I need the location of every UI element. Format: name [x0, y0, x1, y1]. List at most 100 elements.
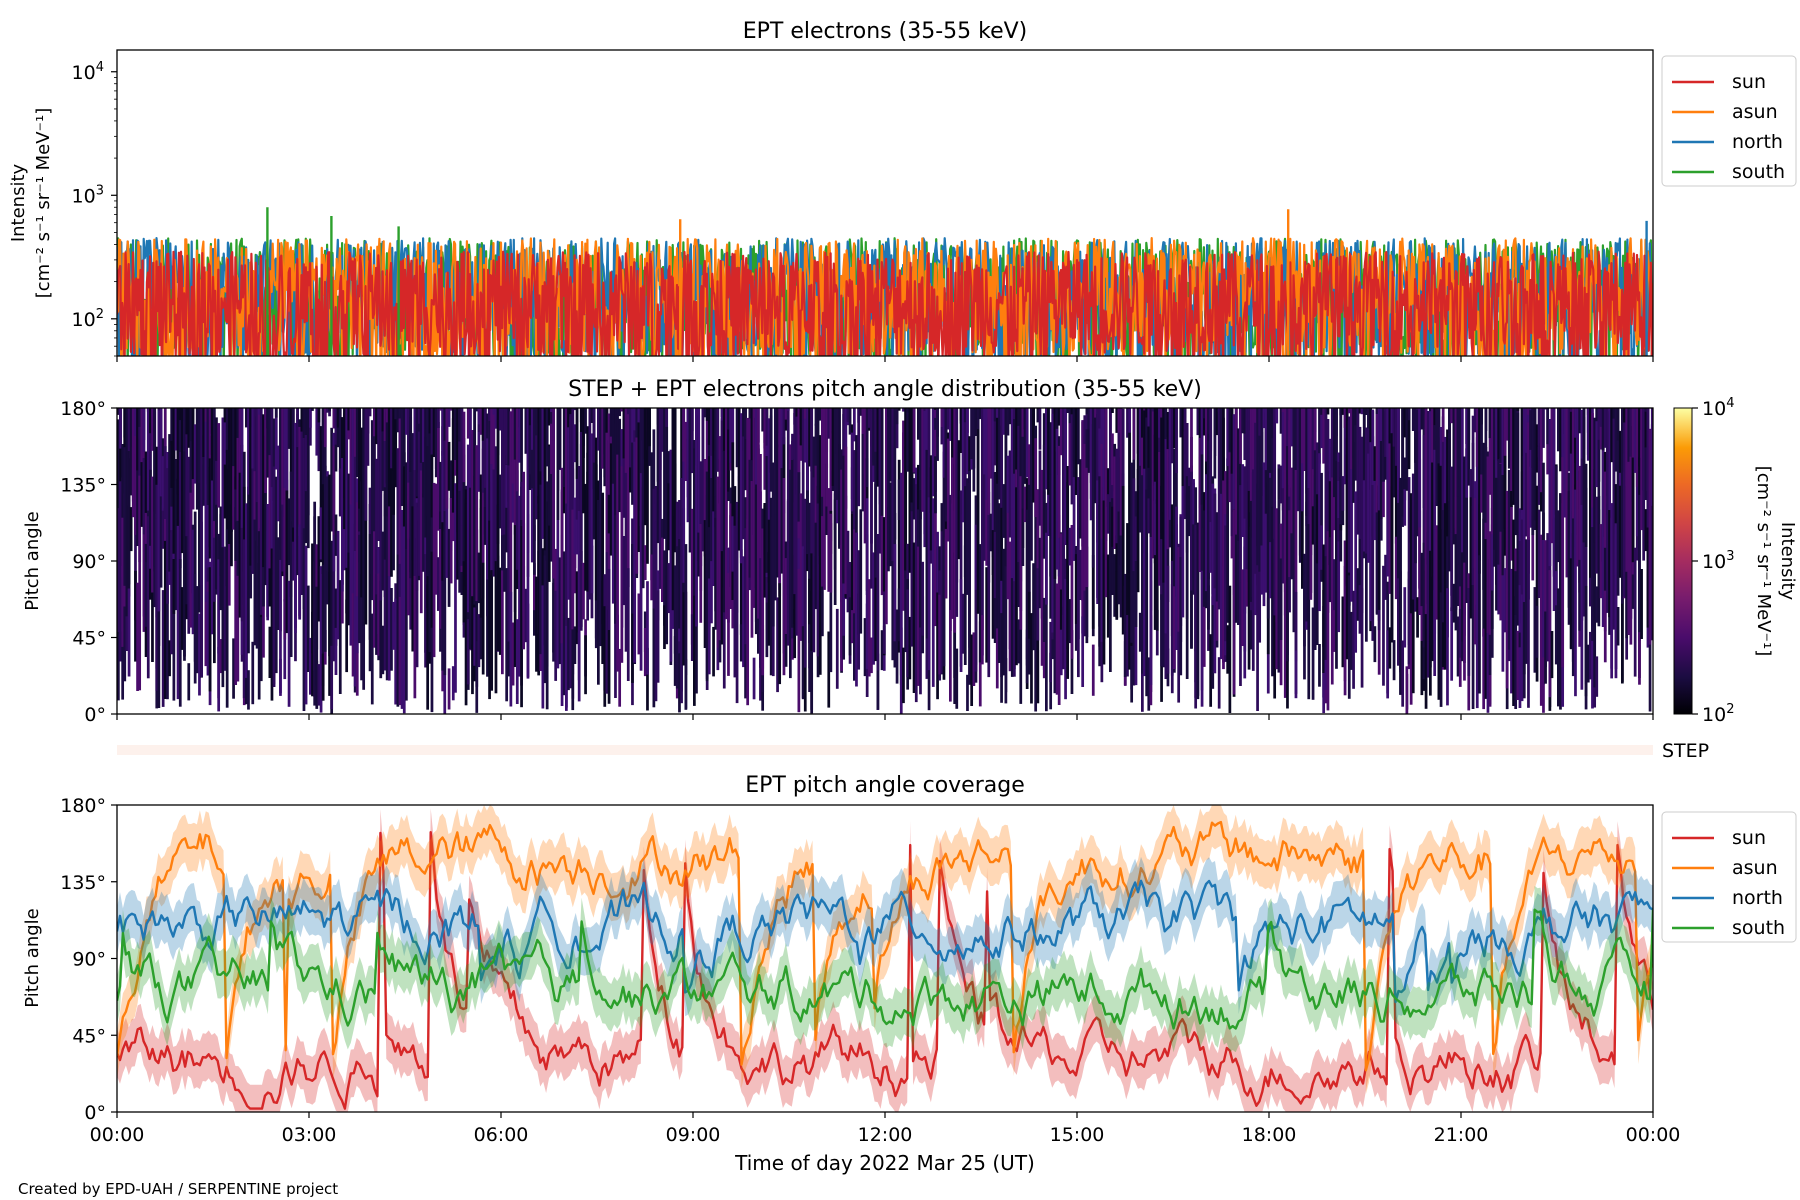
- pad-cell: [274, 408, 278, 470]
- pad-cell: [1091, 408, 1095, 568]
- pad-cell: [466, 408, 470, 439]
- pad-cell: [571, 629, 575, 711]
- pad-cell: [1397, 542, 1400, 666]
- pad-cell: [857, 550, 861, 670]
- pad-cell: [1422, 642, 1426, 679]
- pad-cell: [1138, 465, 1142, 533]
- y-tick-label: 103: [72, 183, 104, 207]
- pad-cell: [955, 560, 959, 617]
- pad-cell: [1173, 408, 1176, 449]
- pad-cell: [151, 408, 154, 451]
- colorbar-label-line1: Intensity: [1777, 522, 1798, 601]
- pad-cell: [1057, 445, 1061, 538]
- pad-cell: [867, 408, 871, 428]
- pad-cell: [1286, 408, 1289, 477]
- pad-cell: [1079, 459, 1082, 539]
- pad-cell: [1373, 480, 1377, 541]
- pad-cell: [1307, 503, 1311, 700]
- pad-cell: [509, 411, 513, 630]
- pad-cell: [1320, 525, 1323, 570]
- pad-cell: [136, 408, 139, 546]
- step-coverage-band: [117, 745, 1653, 755]
- pad-cell: [643, 545, 647, 580]
- pad-cell: [1403, 408, 1407, 438]
- pad-cell: [838, 444, 841, 549]
- pad-cell: [1247, 490, 1251, 670]
- pad-cell: [266, 504, 270, 621]
- pad-cell: [861, 428, 865, 505]
- pad-cell: [895, 609, 899, 684]
- pad-cell: [571, 509, 575, 699]
- pad-cell: [603, 408, 607, 487]
- pad-cell: [567, 617, 570, 691]
- pad-cell: [1482, 442, 1486, 637]
- pad-cell: [641, 408, 645, 562]
- pad-cell: [590, 433, 594, 594]
- pad-cell: [1367, 408, 1370, 429]
- pad-cell: [159, 483, 163, 588]
- pad-cell: [1096, 408, 1099, 543]
- pad-cell: [545, 501, 549, 710]
- pad-cell: [1074, 554, 1078, 624]
- pad-cell: [1288, 408, 1291, 613]
- pad-cell: [1138, 612, 1142, 652]
- pad-cell: [232, 408, 235, 517]
- pad-cell: [1183, 408, 1187, 516]
- pad-cell: [419, 470, 423, 614]
- pad-cell: [1644, 509, 1648, 552]
- intensity-x-ticks: [116, 356, 1654, 362]
- pad-cell: [1245, 569, 1249, 607]
- pad-cell: [722, 450, 726, 613]
- pad-cell: [735, 526, 739, 704]
- pad-cell: [1403, 587, 1407, 648]
- pad-cell: [1141, 475, 1144, 674]
- pad-cell: [1382, 565, 1385, 686]
- pad-cell: [1215, 512, 1219, 648]
- pad-cell: [1036, 489, 1040, 569]
- pad-cell: [309, 637, 312, 695]
- pad-cell: [599, 435, 602, 647]
- pad-cell: [513, 525, 517, 667]
- pad-cell: [1294, 460, 1298, 662]
- pad-cell: [908, 408, 912, 573]
- pad-cell: [1181, 408, 1185, 487]
- pad-cell: [1456, 616, 1460, 677]
- pad-cell: [936, 546, 939, 700]
- pad-cell: [1601, 408, 1605, 451]
- y-tick-label: 104: [72, 60, 104, 84]
- pad-cell: [803, 498, 807, 668]
- pad-cell: [221, 547, 225, 688]
- pad-cell: [703, 408, 707, 418]
- pad-cell: [1185, 476, 1189, 679]
- pad-cell: [823, 461, 826, 590]
- pad-panel: STEP + EPT electrons pitch angle distrib…: [22, 377, 1798, 726]
- pad-cell: [1098, 505, 1102, 647]
- pad-cell: [272, 418, 276, 502]
- pad-cell: [183, 408, 186, 421]
- pad-cell: [1589, 408, 1592, 556]
- pad-cell: [983, 408, 986, 561]
- pad-cell: [1326, 408, 1330, 415]
- pad-cell: [650, 452, 654, 581]
- pad-cell: [1147, 657, 1151, 711]
- pad-cell: [1593, 469, 1597, 688]
- pad-cell: [494, 557, 498, 694]
- pad-cell: [934, 408, 937, 410]
- pad-cell: [855, 532, 858, 687]
- pad-cell: [752, 657, 756, 700]
- pad-cell: [479, 408, 483, 435]
- pad-cell: [257, 408, 261, 546]
- pad-cell: [1416, 408, 1419, 410]
- pad-cell: [750, 481, 754, 638]
- pad-cell: [643, 628, 647, 677]
- legend-label-south: south: [1732, 161, 1785, 183]
- pad-cell: [797, 472, 801, 522]
- pad-cell: [1181, 430, 1185, 618]
- pad-cell: [880, 408, 884, 516]
- pad-cell: [161, 456, 165, 511]
- pad-cell: [853, 519, 856, 614]
- pad-cell: [1311, 607, 1315, 700]
- pad-cell: [1303, 553, 1306, 647]
- pad-cell: [547, 446, 551, 526]
- pad-cell: [488, 408, 491, 578]
